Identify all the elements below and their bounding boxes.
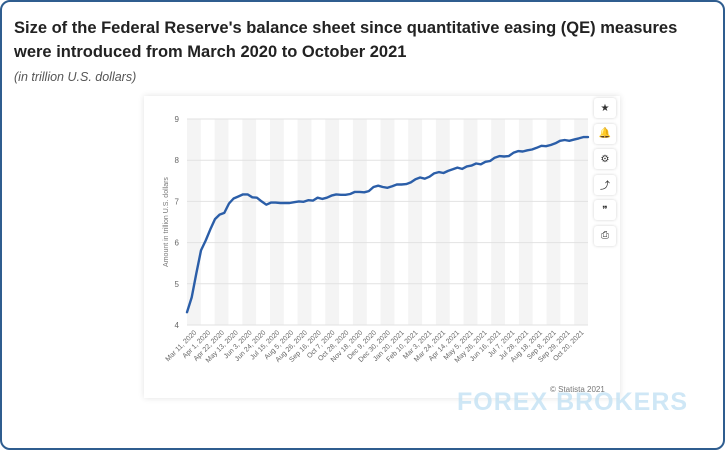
chart-title: Size of the Federal Reserve's balance sh…	[14, 19, 678, 61]
grid-band	[214, 119, 229, 325]
grid-band	[574, 119, 588, 325]
gear-icon[interactable]: ⚙	[594, 149, 616, 170]
y-tick-label: 4	[175, 321, 180, 330]
grid-band	[297, 119, 312, 325]
print-icon[interactable]: ⎙	[594, 225, 616, 246]
grid-band	[242, 119, 257, 325]
chart-toolbar: ★ 🔔 ⚙ ⤴ ❞ ⎙	[594, 98, 618, 252]
grid-band	[352, 119, 367, 325]
y-tick-label: 5	[175, 280, 180, 289]
grid-band	[491, 119, 506, 325]
grid-band	[380, 119, 395, 325]
grid-band	[325, 119, 340, 325]
quote-icon[interactable]: ❞	[594, 200, 616, 221]
grid-band	[435, 119, 450, 325]
chart-panel: 4 5 6 7 8 9 Amount in trillion U.S. dollars Mar…	[144, 96, 620, 398]
share-icon[interactable]: ⤴	[594, 174, 616, 195]
bell-icon[interactable]: 🔔	[594, 123, 616, 144]
grid-band	[546, 119, 561, 325]
grid-band	[269, 119, 284, 325]
grid-band	[463, 119, 478, 325]
y-tick-label: 6	[175, 239, 180, 248]
statista-credit[interactable]: © Statista 2021	[550, 385, 605, 394]
forex-brokers-watermark: FOREX BROKERS	[457, 388, 689, 416]
y-tick-label: 7	[175, 197, 180, 206]
chart-subtitle: (in trillion U.S. dollars)	[14, 70, 137, 84]
grid-band	[518, 119, 533, 325]
y-tick-label: 9	[175, 115, 180, 124]
y-tick-label: 8	[175, 156, 180, 165]
grid-band	[187, 119, 201, 325]
star-icon[interactable]: ★	[594, 98, 616, 118]
y-axis-title: Amount in trillion U.S. dollars	[163, 177, 170, 267]
grid-band	[408, 119, 423, 325]
series-line	[185, 135, 590, 314]
